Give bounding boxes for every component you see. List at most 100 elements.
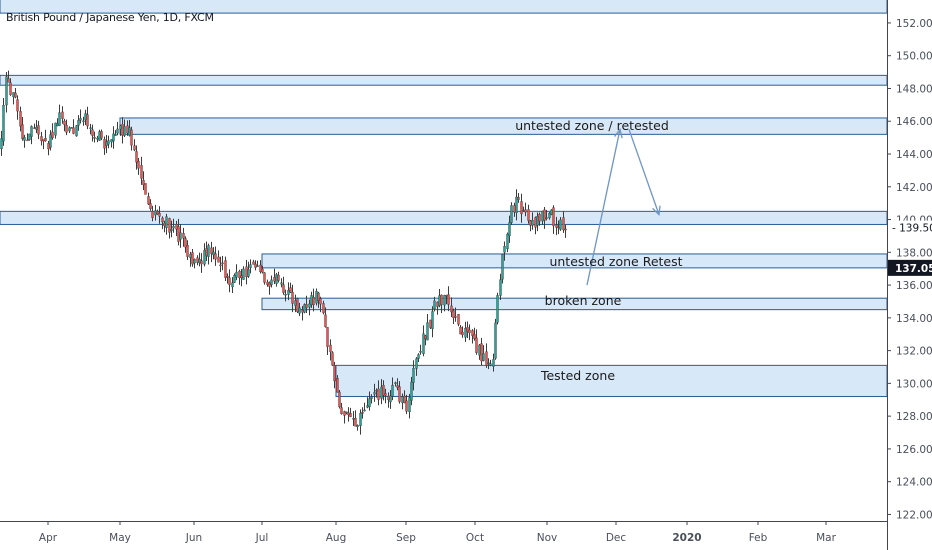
support-resistance-zones xyxy=(0,0,888,397)
candle-up xyxy=(433,300,436,310)
candle-down xyxy=(40,136,43,141)
candle-up xyxy=(366,405,369,408)
candle-up xyxy=(5,76,8,106)
price-tick-label: 124.000 xyxy=(896,477,932,489)
candle-down xyxy=(140,165,143,179)
candle-down xyxy=(228,277,231,286)
candle-up xyxy=(401,396,404,403)
candle-up xyxy=(375,389,378,392)
candle-down xyxy=(562,217,565,231)
candle-down xyxy=(63,120,66,125)
candle-down xyxy=(175,224,178,230)
candle-up xyxy=(438,295,441,306)
time-axis[interactable]: Apr May Jun Jul Aug Sep Oct Nov Dec 2020 Feb Mar xyxy=(0,521,887,544)
candle-up xyxy=(233,275,236,283)
candle-down xyxy=(457,314,460,325)
candle-down xyxy=(301,309,304,313)
candle-down xyxy=(121,124,124,136)
candle-down xyxy=(130,129,133,146)
candle-down xyxy=(485,351,488,366)
candle-up xyxy=(79,118,82,121)
candle-up xyxy=(275,274,278,284)
candle-down xyxy=(461,331,464,336)
candle-down xyxy=(156,211,159,215)
candle-down xyxy=(445,294,448,297)
zone-zone-140[interactable] xyxy=(0,210,888,225)
time-tick-label: Feb xyxy=(749,532,768,544)
candle-down xyxy=(224,260,227,278)
candle-up xyxy=(231,282,234,288)
candle-down xyxy=(322,303,325,314)
candle-down xyxy=(436,301,439,307)
candlestick-series xyxy=(0,70,567,435)
candle-down xyxy=(273,276,276,282)
candle-down xyxy=(259,264,262,272)
candle-up xyxy=(212,251,215,256)
candle-up xyxy=(298,307,301,314)
zone-zone-130[interactable] xyxy=(335,364,888,397)
candle-up xyxy=(464,328,467,338)
candle-up xyxy=(394,382,397,384)
candle-up xyxy=(2,105,5,142)
candle-down xyxy=(398,386,401,402)
candle-up xyxy=(431,311,434,329)
candle-down xyxy=(387,395,390,401)
candle-down xyxy=(21,124,24,139)
candle-down xyxy=(219,264,222,267)
candle-up xyxy=(203,250,206,265)
candle-up xyxy=(545,217,548,219)
candle-down xyxy=(177,226,180,242)
time-tick-label: 2020 xyxy=(672,532,701,544)
candle-up xyxy=(68,127,71,132)
candle-up xyxy=(77,119,80,126)
candle-up xyxy=(89,127,92,129)
zone-zone-148[interactable] xyxy=(0,74,888,86)
candle-down xyxy=(268,282,271,287)
candle-down xyxy=(191,252,194,265)
price-tick-label: 148.000 xyxy=(896,83,932,95)
candle-down xyxy=(9,82,12,95)
candle-down xyxy=(336,378,339,393)
candle-down xyxy=(480,343,483,362)
candle-up xyxy=(426,322,429,341)
candle-down xyxy=(343,411,346,416)
candle-up xyxy=(284,293,287,296)
candle-up xyxy=(114,134,117,136)
candle-down xyxy=(312,296,315,306)
candle-down xyxy=(261,268,264,273)
candle-down xyxy=(447,294,450,305)
zone-price-tag-label: 137.051 xyxy=(895,263,932,275)
price-tick-label: 126.000 xyxy=(896,444,932,456)
candle-down xyxy=(33,127,36,129)
candle-up xyxy=(412,367,415,383)
price-axis[interactable]: 122.000 124.000 126.000 128.000 130.000 132.0… xyxy=(887,0,932,550)
candle-down xyxy=(37,125,40,135)
candle-down xyxy=(91,129,94,136)
candle-down xyxy=(384,393,387,396)
candle-down xyxy=(254,263,257,268)
time-tick-label: Sep xyxy=(396,532,416,544)
candle-up xyxy=(503,246,506,253)
candle-up xyxy=(373,392,376,395)
candle-up xyxy=(56,123,59,127)
candle-up xyxy=(242,268,245,280)
price-tick-label: 122.000 xyxy=(896,509,932,521)
candle-down xyxy=(19,111,22,127)
candle-up xyxy=(112,133,115,142)
price-tick-label: 134.000 xyxy=(896,313,932,325)
candle-down xyxy=(210,247,213,254)
candle-down xyxy=(459,326,462,335)
last-price-label: - 139.509 xyxy=(892,223,932,235)
arrow-head xyxy=(613,127,623,139)
candle-up xyxy=(287,289,290,295)
candle-down xyxy=(142,179,145,185)
candle-up xyxy=(28,133,31,140)
candle-up xyxy=(559,219,562,230)
candle-up xyxy=(363,409,366,412)
candle-up xyxy=(193,259,196,264)
zone-zone-146[interactable] xyxy=(119,117,888,135)
candle-down xyxy=(135,151,138,163)
price-tick-label: 136.000 xyxy=(896,280,932,292)
zone-label-zone-130: Tested zone xyxy=(540,368,615,383)
